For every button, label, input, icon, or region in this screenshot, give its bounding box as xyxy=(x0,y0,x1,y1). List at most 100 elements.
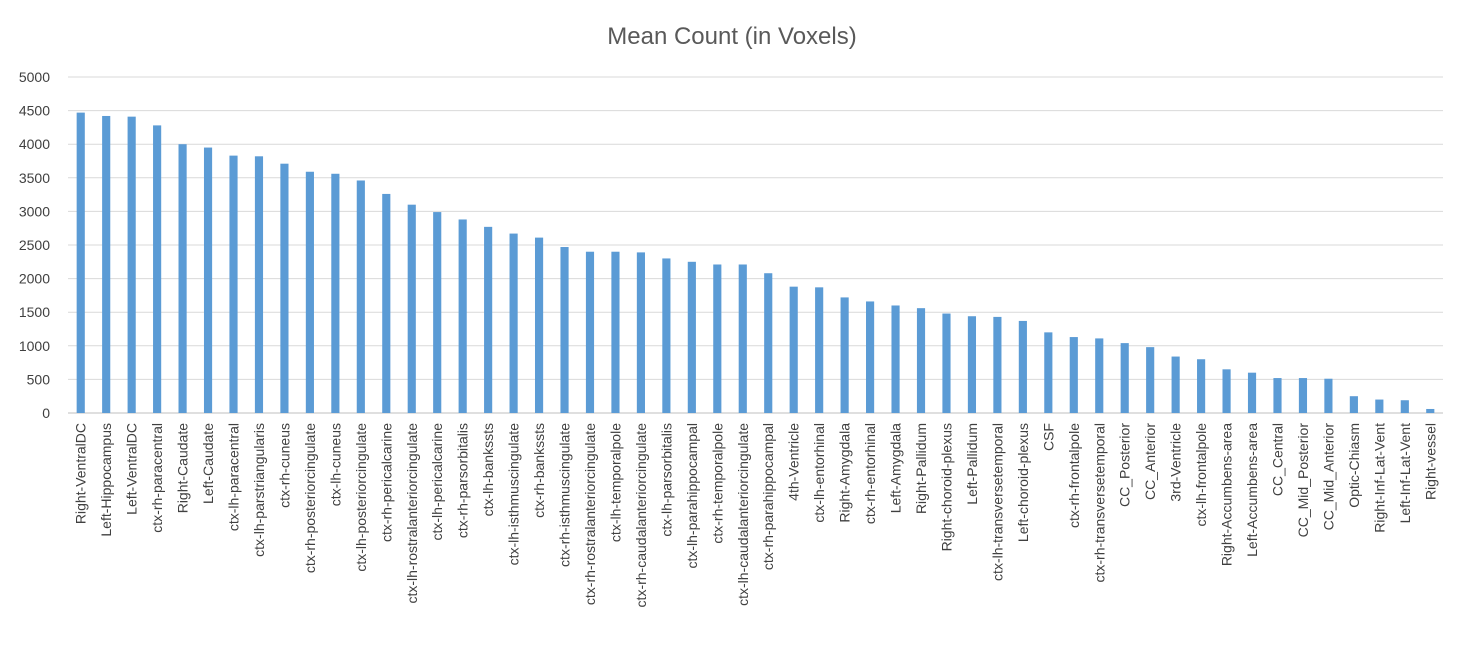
x-tick-label: ctx-lh-isthmuscingulate xyxy=(506,423,522,566)
bar xyxy=(1375,399,1384,413)
bar xyxy=(1069,337,1078,413)
bar xyxy=(1095,338,1104,413)
bar xyxy=(484,226,493,413)
chart-title: Mean Count (in Voxels) xyxy=(607,23,856,50)
x-tick-label: Left-Accumbens-area xyxy=(1244,423,1260,557)
bar xyxy=(764,273,773,413)
bar xyxy=(229,155,238,413)
x-tick-label: Left-VentralDC xyxy=(124,423,140,515)
bar xyxy=(280,163,289,413)
x-tick-label: ctx-lh-frontalpole xyxy=(1193,423,1209,527)
x-tick-label: CC_Central xyxy=(1269,423,1285,496)
y-tick-label: 500 xyxy=(27,371,51,387)
x-tick-label: ctx-lh-rostralanteriorcingulate xyxy=(404,423,420,604)
bar xyxy=(789,286,798,413)
x-tick-label: ctx-lh-paracentral xyxy=(226,423,242,531)
x-tick-label: ctx-rh-posteriorcingulate xyxy=(302,423,318,573)
bar xyxy=(127,116,136,413)
bar xyxy=(254,156,264,413)
x-tick-label: Left-Hippocampus xyxy=(98,423,114,537)
bar xyxy=(305,171,314,413)
y-tick-label: 4000 xyxy=(19,136,50,152)
x-tick-label: ctx-lh-parahippocampal xyxy=(684,423,700,569)
bar xyxy=(560,247,569,413)
x-tick-label: ctx-rh-caudalanteriorcingulate xyxy=(633,423,649,608)
y-tick-label: 1000 xyxy=(19,338,50,354)
bar xyxy=(382,193,391,413)
x-tick-label: Left-Caudate xyxy=(200,423,216,504)
bar xyxy=(1324,378,1333,413)
bar xyxy=(1197,359,1206,413)
bar xyxy=(916,308,926,413)
x-tick-label: ctx-rh-parsorbitalis xyxy=(455,423,471,538)
bar xyxy=(967,316,977,413)
bar xyxy=(102,115,111,413)
x-tick-label: 3rd-Ventricle xyxy=(1168,423,1184,502)
x-tick-label: ctx-lh-parstriangularis xyxy=(251,423,267,557)
y-tick-label: 0 xyxy=(42,405,50,421)
x-tick-label: CC_Mid_Anterior xyxy=(1320,423,1336,531)
bar xyxy=(1146,347,1155,413)
bar xyxy=(840,297,849,413)
bar xyxy=(738,264,747,413)
bar xyxy=(611,251,620,413)
bar xyxy=(331,173,340,413)
x-tick-label: ctx-lh-parsorbitalis xyxy=(658,423,674,537)
x-tick-label: Right-Caudate xyxy=(175,423,191,513)
x-tick-label: ctx-rh-frontalpole xyxy=(1066,423,1082,528)
bar xyxy=(713,264,722,413)
bar xyxy=(866,301,875,413)
bar xyxy=(1222,369,1231,413)
bar xyxy=(76,112,85,413)
x-tick-label: ctx-rh-bankssts xyxy=(531,423,547,518)
x-tick-label: CSF xyxy=(1040,423,1056,451)
x-tick-label: ctx-lh-posteriorcingulate xyxy=(353,423,369,572)
y-tick-label: 2500 xyxy=(19,237,50,253)
x-tick-label: ctx-rh-parahippocampal xyxy=(760,423,776,570)
bar xyxy=(1171,356,1180,413)
y-tick-label: 5000 xyxy=(19,69,50,85)
bar xyxy=(1018,320,1027,413)
x-tick-label: ctx-lh-cuneus xyxy=(327,423,343,506)
x-tick-label: ctx-rh-entorhinal xyxy=(862,423,878,524)
y-tick-label: 4500 xyxy=(19,103,50,119)
bar xyxy=(942,313,951,413)
bar xyxy=(433,212,442,413)
bar xyxy=(509,233,518,413)
x-tick-label: Left-Inf-Lat-Vent xyxy=(1397,423,1413,524)
x-tick-label: CC_Posterior xyxy=(1117,423,1133,507)
x-tick-label: Right-VentralDC xyxy=(73,423,89,524)
y-tick-label: 2000 xyxy=(19,271,50,287)
bar xyxy=(687,261,696,413)
x-tick-label: ctx-rh-pericalcarine xyxy=(378,423,394,542)
bar xyxy=(1247,372,1257,413)
bar xyxy=(891,305,900,413)
x-tick-label: ctx-rh-paracentral xyxy=(149,423,165,533)
bar xyxy=(993,316,1002,413)
y-tick-label: 3000 xyxy=(19,203,50,219)
x-tick-label: ctx-rh-cuneus xyxy=(276,423,292,508)
bar xyxy=(1120,343,1129,413)
bar xyxy=(356,180,365,413)
x-tick-label: ctx-rh-transversetemporal xyxy=(1091,423,1107,583)
bar xyxy=(203,147,213,413)
x-tick-label: Right-Accumbens-area xyxy=(1219,423,1235,566)
x-tick-label: Right-choroid-plexus xyxy=(938,423,954,551)
bar xyxy=(1349,396,1358,413)
x-tick-label: ctx-rh-temporalpole xyxy=(709,423,725,544)
bar xyxy=(662,258,671,413)
bar xyxy=(1298,378,1308,413)
bar xyxy=(636,252,645,413)
bar xyxy=(1044,332,1053,413)
x-tick-label: Optic-Chiasm xyxy=(1346,423,1362,508)
bar xyxy=(585,251,595,413)
x-tick-label: ctx-lh-transversetemporal xyxy=(989,423,1005,581)
x-tick-label: Right-Inf-Lat-Vent xyxy=(1371,423,1387,533)
bar xyxy=(1273,378,1282,413)
bar xyxy=(178,144,187,413)
bar xyxy=(1400,400,1409,413)
bar xyxy=(458,219,467,413)
x-tick-label: CC_Mid_Posterior xyxy=(1295,423,1311,538)
